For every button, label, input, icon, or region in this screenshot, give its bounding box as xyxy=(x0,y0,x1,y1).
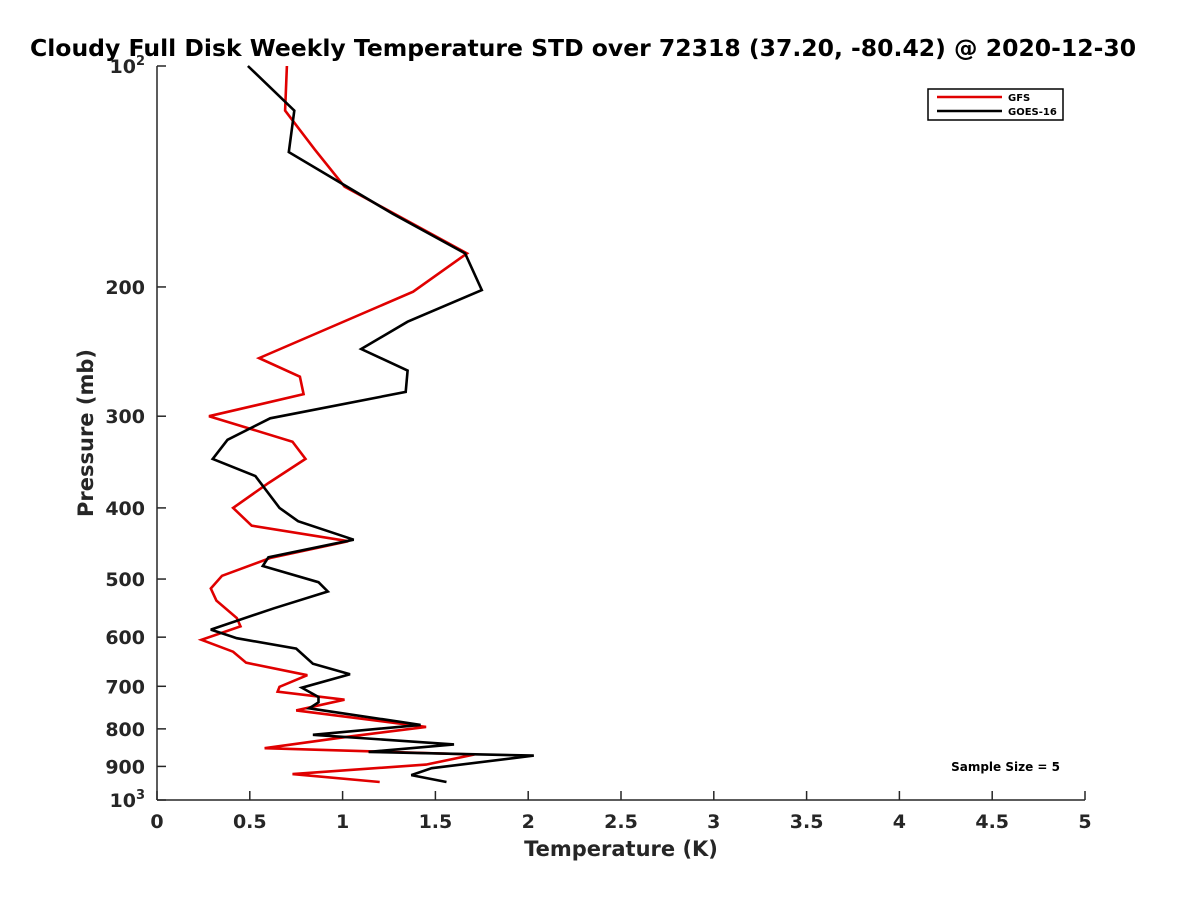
x-tick-label: 2 xyxy=(522,811,535,833)
x-tick-label: 1 xyxy=(336,811,349,833)
y-tick-label: 900 xyxy=(105,756,145,778)
sample-size-annotation: Sample Size = 5 xyxy=(951,760,1060,774)
series-layer xyxy=(197,65,534,784)
x-tick-label: 0 xyxy=(150,811,163,833)
y-tick-label: 102 xyxy=(110,54,146,78)
x-tick-label: 2.5 xyxy=(604,811,638,833)
y-tick-label: 500 xyxy=(105,569,145,591)
y-tick-label: 600 xyxy=(105,627,145,649)
legend: GFS GOES-16 xyxy=(927,88,1064,121)
x-tick-label: 4.5 xyxy=(975,811,1009,833)
legend-box xyxy=(927,88,1064,121)
legend-label-gfs: GFS xyxy=(1008,93,1030,104)
plot-area xyxy=(157,66,1085,800)
x-tick-label: 1.5 xyxy=(419,811,453,833)
x-tick-label: 3.5 xyxy=(790,811,824,833)
chart-title: Cloudy Full Disk Weekly Temperature STD … xyxy=(30,34,1136,62)
y-tick-label: 103 xyxy=(110,788,146,812)
y-tick-label: 200 xyxy=(105,277,145,299)
y-tick-label: 400 xyxy=(105,498,145,520)
y-tick-label: 800 xyxy=(105,719,145,741)
x-tick-label: 3 xyxy=(707,811,720,833)
series-line-goes16 xyxy=(210,65,534,784)
x-axis-label: Temperature (K) xyxy=(524,837,718,861)
y-tick-label: 700 xyxy=(105,676,145,698)
series-line-gfs xyxy=(197,65,475,784)
y-axis-label: Pressure (mb) xyxy=(74,349,98,517)
x-tick-label: 4 xyxy=(893,811,906,833)
x-axis-ticks: 0 0.5 1 1.5 2 2.5 3 3.5 4 4.5 5 xyxy=(150,791,1092,833)
y-axis-ticks: 102 200 300 400 500 600 700 800 900 103 xyxy=(105,54,166,812)
y-tick-label: 300 xyxy=(105,406,145,428)
legend-label-goes16: GOES-16 xyxy=(1008,107,1057,118)
x-tick-label: 0.5 xyxy=(233,811,267,833)
x-tick-label: 5 xyxy=(1078,811,1091,833)
